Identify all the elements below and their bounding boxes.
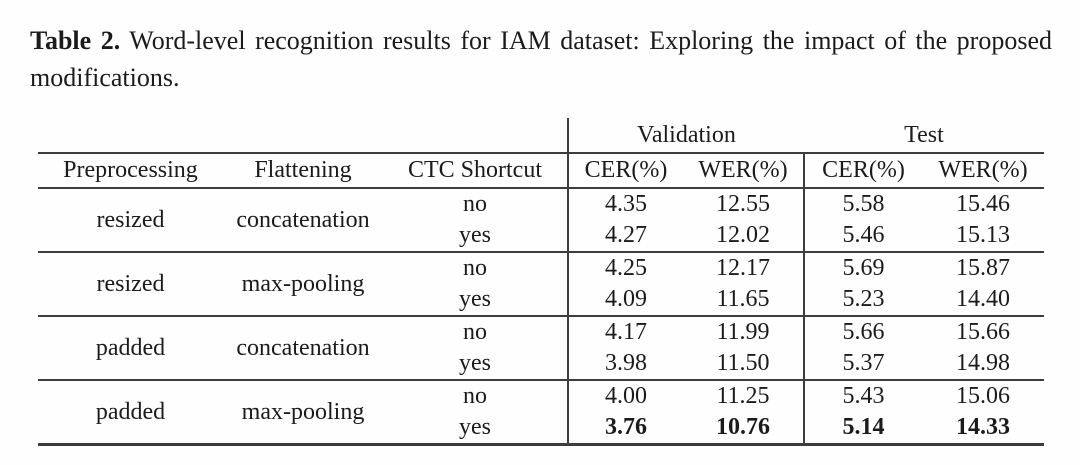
preprocessing-cell: resized (38, 252, 223, 317)
group-header-row: Validation Test (38, 118, 1044, 154)
test-wer-cell: 14.33 (956, 414, 1010, 440)
val-wer-cell: 11.25 (716, 383, 770, 409)
val-cer-cell: 4.35 (567, 188, 683, 220)
flattening-cell: concatenation (223, 188, 383, 253)
test-wer-cell: 14.40 (922, 284, 1044, 317)
val-cer-cell: 3.98 (567, 348, 683, 381)
ctc-shortcut-cell: no (463, 255, 487, 281)
test-cer-cell: 5.14 (803, 412, 922, 445)
page: Table 2. Word-level recognition results … (30, 22, 1052, 446)
table-row: yes 3.98 11.50 5.37 14.98 (38, 348, 1044, 381)
test-wer-cell: 15.06 (956, 383, 1010, 409)
test-wer-cell: 15.66 (956, 319, 1010, 345)
preprocessing-cell: padded (38, 316, 223, 381)
table-row: yes 3.76 10.76 5.14 14.33 (38, 412, 1044, 445)
caption-label: Table 2. (30, 26, 121, 55)
ctc-shortcut-cell: yes (383, 220, 568, 253)
table-caption: Table 2. Word-level recognition results … (30, 22, 1052, 96)
col-header-test-cer: CER(%) (803, 153, 922, 189)
table-row: padded max-pooling no 4.00 11.25 5.43 15… (38, 380, 1044, 425)
col-header-ctc-shortcut: CTC Shortcut (383, 153, 568, 189)
preprocessing-cell: resized (38, 188, 223, 253)
val-wer-cell: 11.50 (683, 348, 804, 381)
val-cer-cell: 4.17 (567, 316, 683, 348)
col-header-test-wer: WER(%) (922, 153, 1044, 189)
results-table: Validation Test Preprocessing Flattening… (38, 118, 1044, 446)
test-cer-cell: 5.58 (803, 188, 922, 220)
col-header-val-wer: WER(%) (683, 153, 804, 189)
table-row: yes 4.27 12.02 5.46 15.13 (38, 220, 1044, 253)
flattening-cell: concatenation (223, 316, 383, 381)
ctc-shortcut-cell: yes (383, 284, 568, 317)
val-wer-cell: 10.76 (716, 414, 770, 440)
test-cer-cell: 5.23 (803, 284, 922, 317)
val-wer-cell: 12.55 (716, 191, 770, 217)
flattening-cell: max-pooling (223, 252, 383, 317)
table-row: resized concatenation no 4.35 12.55 5.58… (38, 188, 1044, 253)
val-cer-cell: 3.76 (567, 412, 683, 445)
ctc-shortcut-cell: yes (459, 414, 491, 440)
table-row: padded concatenation no 4.17 11.99 5.66 … (38, 316, 1044, 381)
table-row: resized max-pooling no 4.25 12.17 5.69 1… (38, 252, 1044, 317)
preprocessing-cell: padded (95, 398, 166, 425)
test-wer-cell: 15.13 (922, 220, 1044, 253)
test-cer-cell: 5.69 (803, 252, 922, 284)
val-wer-cell: 11.65 (683, 284, 804, 317)
col-header-val-cer: CER(%) (567, 153, 683, 189)
ctc-shortcut-cell: no (463, 383, 487, 409)
test-cer-cell: 5.43 (803, 380, 922, 412)
val-wer-cell: 12.02 (683, 220, 804, 253)
flattening-cell: max-pooling (241, 398, 365, 425)
test-wer-cell: 15.87 (956, 255, 1010, 281)
col-header-flattening: Flattening (223, 153, 383, 189)
val-wer-cell: 11.99 (716, 319, 770, 345)
val-wer-cell: 12.17 (716, 255, 770, 281)
val-cer-cell: 4.00 (567, 380, 683, 412)
test-wer-cell: 15.46 (956, 191, 1010, 217)
validation-group-header: Validation (567, 118, 804, 154)
ctc-shortcut-cell: no (463, 319, 487, 345)
test-cer-cell: 5.46 (803, 220, 922, 253)
ctc-shortcut-cell: yes (383, 348, 568, 381)
test-wer-cell: 14.98 (922, 348, 1044, 381)
col-header-preprocessing: Preprocessing (38, 153, 223, 189)
test-group-header: Test (804, 118, 1044, 154)
column-header-row: Preprocessing Flattening CTC Shortcut CE… (38, 153, 1044, 189)
table-row: yes 4.09 11.65 5.23 14.40 (38, 284, 1044, 317)
ctc-shortcut-cell: no (463, 191, 487, 217)
caption-text: Word-level recognition results for IAM d… (30, 26, 1052, 92)
val-cer-cell: 4.27 (567, 220, 683, 253)
val-cer-cell: 4.25 (567, 252, 683, 284)
empty-header-cell (38, 118, 568, 154)
val-cer-cell: 4.09 (567, 284, 683, 317)
test-cer-cell: 5.37 (803, 348, 922, 381)
test-cer-cell: 5.66 (803, 316, 922, 348)
